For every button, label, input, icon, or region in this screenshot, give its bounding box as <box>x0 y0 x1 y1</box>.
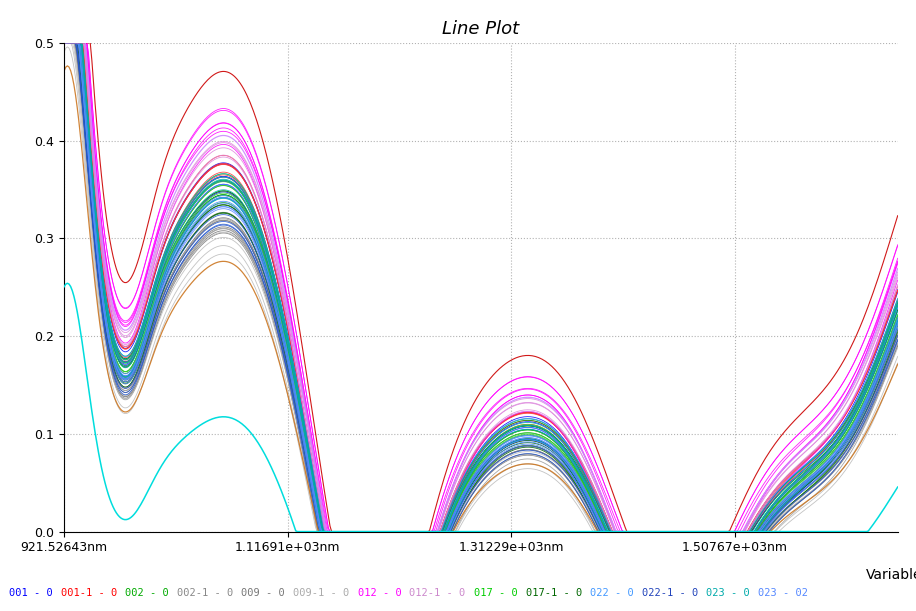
Title: Line Plot: Line Plot <box>442 20 519 38</box>
Text: 012-1 - 0: 012-1 - 0 <box>409 588 465 598</box>
Text: 002 - 0: 002 - 0 <box>125 588 169 598</box>
Text: 023 - 0: 023 - 0 <box>706 588 750 598</box>
Text: 017 - 0: 017 - 0 <box>474 588 518 598</box>
Text: 023 - 02: 023 - 02 <box>758 588 808 598</box>
Text: 002-1 - 0: 002-1 - 0 <box>177 588 234 598</box>
Text: 001 - 0: 001 - 0 <box>9 588 53 598</box>
Text: 009-1 - 0: 009-1 - 0 <box>293 588 350 598</box>
Text: 012 - 0: 012 - 0 <box>357 588 401 598</box>
X-axis label: Variables: Variables <box>866 568 916 582</box>
Text: 001-1 - 0: 001-1 - 0 <box>61 588 117 598</box>
Text: 022-1 - 0: 022-1 - 0 <box>642 588 698 598</box>
Text: 009 - 0: 009 - 0 <box>242 588 285 598</box>
Text: 022 - 0: 022 - 0 <box>590 588 634 598</box>
Text: 017-1 - 0: 017-1 - 0 <box>526 588 582 598</box>
